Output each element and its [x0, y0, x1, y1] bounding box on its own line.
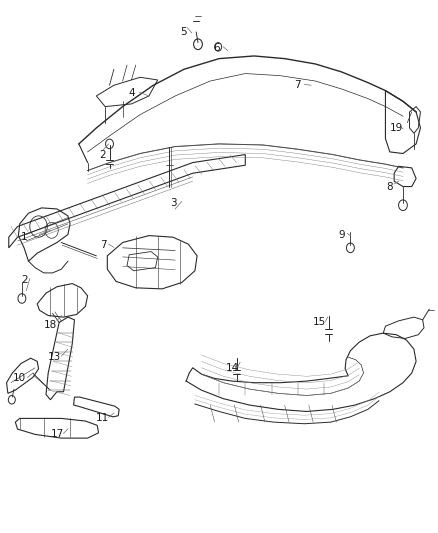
- Text: 11: 11: [96, 414, 110, 423]
- Text: 13: 13: [48, 352, 61, 362]
- Text: 6: 6: [213, 43, 220, 53]
- Text: 15: 15: [313, 318, 326, 327]
- Text: 4: 4: [128, 88, 135, 98]
- Text: 14: 14: [226, 363, 239, 373]
- Text: 3: 3: [170, 198, 177, 207]
- Text: 7: 7: [294, 80, 301, 90]
- Text: 1: 1: [21, 232, 28, 242]
- Text: 7: 7: [99, 240, 106, 250]
- Text: 10: 10: [13, 374, 26, 383]
- Text: 17: 17: [50, 430, 64, 439]
- Text: 19: 19: [390, 123, 403, 133]
- Text: 8: 8: [386, 182, 393, 191]
- Text: 5: 5: [180, 27, 187, 37]
- Text: 9: 9: [338, 230, 345, 239]
- Text: 2: 2: [99, 150, 106, 159]
- Text: 2: 2: [21, 275, 28, 285]
- Text: 18: 18: [44, 320, 57, 330]
